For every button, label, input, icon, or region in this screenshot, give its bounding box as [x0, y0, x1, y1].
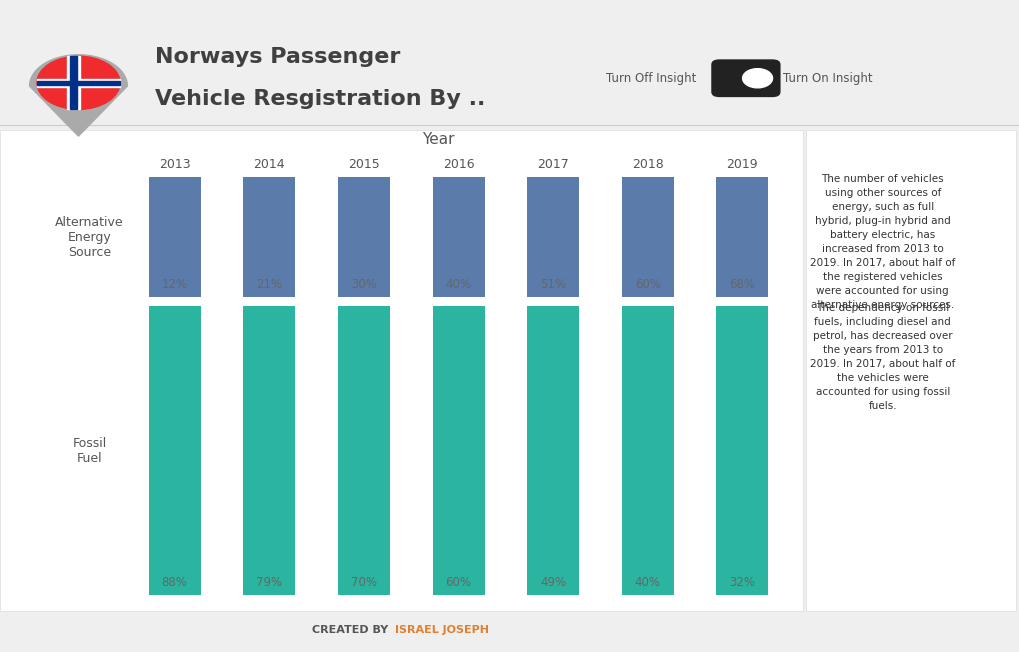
Text: 2018: 2018: [632, 158, 663, 171]
Text: 12%: 12%: [162, 278, 187, 291]
Text: The number of vehicles
using other sources of
energy, such as full
hybrid, plug-: The number of vehicles using other sourc…: [810, 174, 956, 310]
FancyBboxPatch shape: [0, 130, 803, 611]
FancyBboxPatch shape: [716, 177, 768, 297]
FancyBboxPatch shape: [806, 130, 1016, 611]
FancyBboxPatch shape: [338, 177, 390, 297]
FancyBboxPatch shape: [622, 177, 674, 297]
Text: 30%: 30%: [351, 278, 377, 291]
Bar: [37, 79, 120, 87]
Circle shape: [37, 56, 120, 110]
FancyBboxPatch shape: [527, 177, 579, 297]
Text: 2016: 2016: [442, 158, 475, 171]
Text: 2015: 2015: [348, 158, 380, 171]
Text: The dependency on fossil
fuels, including diesel and
petrol, has decreased over
: The dependency on fossil fuels, includin…: [810, 303, 956, 411]
Text: 70%: 70%: [351, 576, 377, 589]
Text: 49%: 49%: [540, 576, 567, 589]
Bar: [67, 56, 79, 110]
Text: 60%: 60%: [635, 278, 660, 291]
Text: 40%: 40%: [445, 278, 472, 291]
Bar: [37, 81, 120, 85]
Text: Vehicle Resgistration By ..: Vehicle Resgistration By ..: [155, 89, 485, 109]
Text: Turn Off Insight: Turn Off Insight: [606, 72, 697, 85]
FancyBboxPatch shape: [149, 306, 201, 595]
FancyBboxPatch shape: [622, 306, 674, 595]
Text: Turn On Insight: Turn On Insight: [783, 72, 872, 85]
Text: 2019: 2019: [727, 158, 758, 171]
Text: 2017: 2017: [537, 158, 569, 171]
Text: 79%: 79%: [256, 576, 282, 589]
FancyBboxPatch shape: [432, 177, 485, 297]
FancyBboxPatch shape: [149, 177, 201, 297]
FancyBboxPatch shape: [527, 306, 579, 595]
FancyBboxPatch shape: [711, 59, 781, 97]
FancyBboxPatch shape: [244, 177, 296, 297]
FancyBboxPatch shape: [716, 306, 768, 595]
Text: 68%: 68%: [730, 278, 755, 291]
Text: CREATED BY: CREATED BY: [312, 625, 392, 636]
Text: 60%: 60%: [445, 576, 472, 589]
Text: 2013: 2013: [159, 158, 191, 171]
Text: Year: Year: [422, 132, 454, 147]
Text: 21%: 21%: [256, 278, 282, 291]
Text: 32%: 32%: [730, 576, 755, 589]
Text: ISRAEL JOSEPH: ISRAEL JOSEPH: [395, 625, 489, 636]
Text: Fossil
Fuel: Fossil Fuel: [72, 437, 107, 464]
Text: 51%: 51%: [540, 278, 567, 291]
Bar: [70, 56, 76, 110]
Text: Norways Passenger: Norways Passenger: [155, 48, 400, 67]
Text: Alternative
Energy
Source: Alternative Energy Source: [55, 216, 124, 258]
Circle shape: [743, 68, 772, 88]
FancyBboxPatch shape: [338, 306, 390, 595]
FancyBboxPatch shape: [244, 306, 296, 595]
Text: 88%: 88%: [162, 576, 187, 589]
Text: 40%: 40%: [635, 576, 660, 589]
Text: 2014: 2014: [254, 158, 285, 171]
FancyBboxPatch shape: [432, 306, 485, 595]
Polygon shape: [30, 55, 127, 136]
